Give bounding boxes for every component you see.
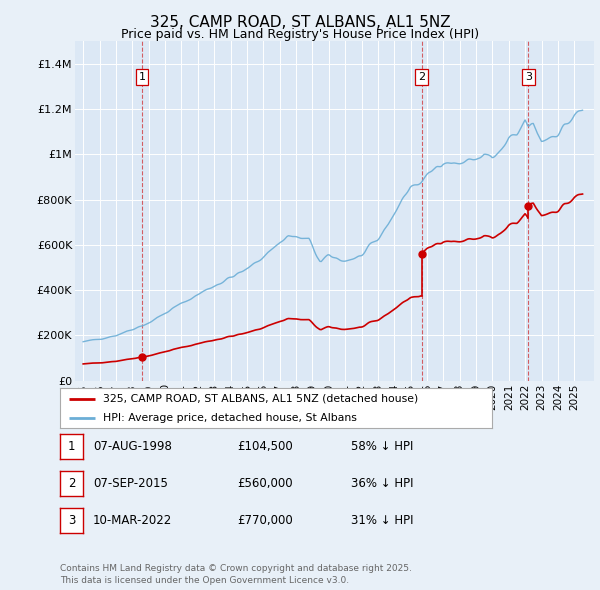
Text: 07-SEP-2015: 07-SEP-2015 <box>93 477 168 490</box>
Text: £104,500: £104,500 <box>237 440 293 453</box>
Text: 3: 3 <box>68 514 75 527</box>
Text: 325, CAMP ROAD, ST ALBANS, AL1 5NZ (detached house): 325, CAMP ROAD, ST ALBANS, AL1 5NZ (deta… <box>103 394 418 404</box>
Text: 2: 2 <box>418 72 425 82</box>
Text: 2: 2 <box>68 477 75 490</box>
Text: 1: 1 <box>68 440 75 453</box>
Text: 1: 1 <box>139 72 146 82</box>
Text: 3: 3 <box>525 72 532 82</box>
Text: 31% ↓ HPI: 31% ↓ HPI <box>351 514 413 527</box>
Text: HPI: Average price, detached house, St Albans: HPI: Average price, detached house, St A… <box>103 413 357 422</box>
Text: £560,000: £560,000 <box>237 477 293 490</box>
Text: Contains HM Land Registry data © Crown copyright and database right 2025.
This d: Contains HM Land Registry data © Crown c… <box>60 565 412 585</box>
Text: 07-AUG-1998: 07-AUG-1998 <box>93 440 172 453</box>
Text: £770,000: £770,000 <box>237 514 293 527</box>
Text: 10-MAR-2022: 10-MAR-2022 <box>93 514 172 527</box>
Text: 325, CAMP ROAD, ST ALBANS, AL1 5NZ: 325, CAMP ROAD, ST ALBANS, AL1 5NZ <box>149 15 451 30</box>
Text: Price paid vs. HM Land Registry's House Price Index (HPI): Price paid vs. HM Land Registry's House … <box>121 28 479 41</box>
Text: 58% ↓ HPI: 58% ↓ HPI <box>351 440 413 453</box>
Text: 36% ↓ HPI: 36% ↓ HPI <box>351 477 413 490</box>
